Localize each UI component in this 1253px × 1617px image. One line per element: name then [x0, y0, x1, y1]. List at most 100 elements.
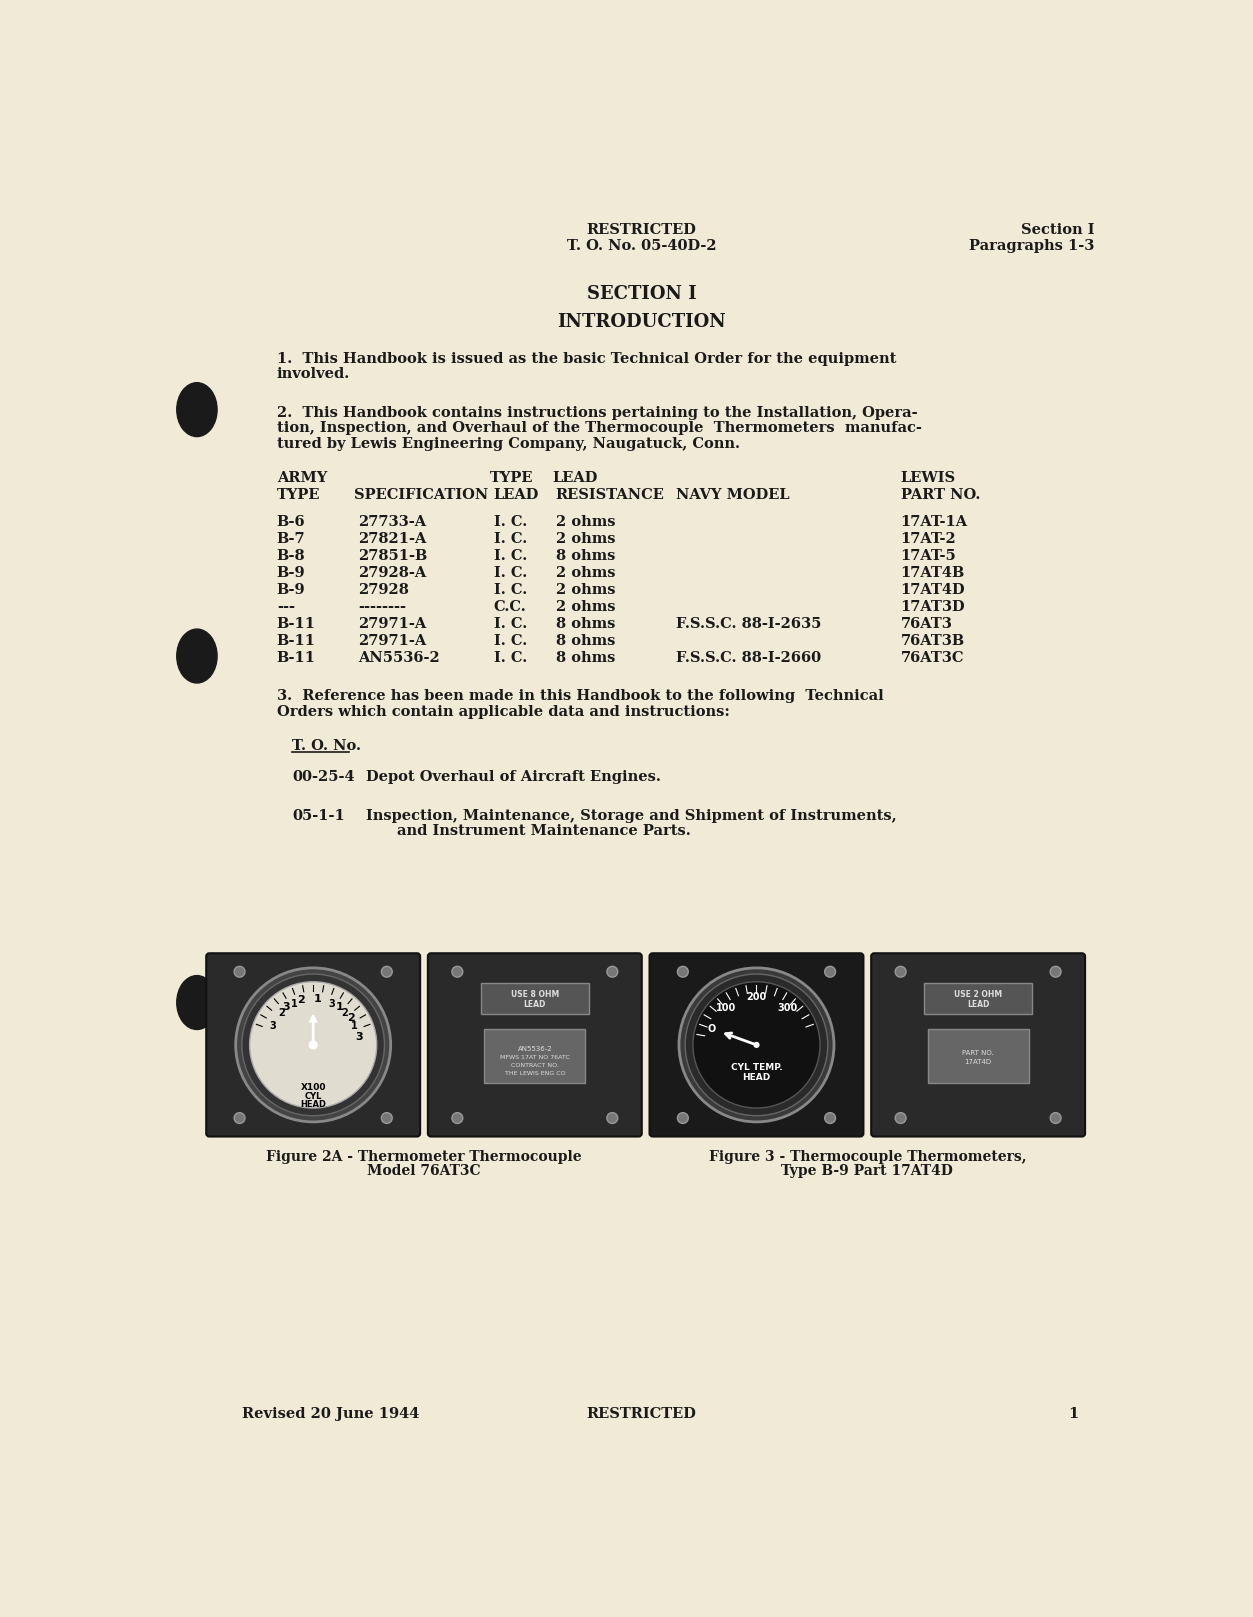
FancyBboxPatch shape — [871, 954, 1085, 1137]
Text: 00-25-4: 00-25-4 — [292, 770, 355, 784]
Text: C.C.: C.C. — [494, 600, 526, 614]
Text: 300: 300 — [777, 1003, 797, 1014]
Circle shape — [234, 1112, 246, 1124]
Circle shape — [1050, 967, 1061, 977]
Text: B-8: B-8 — [277, 550, 306, 563]
Text: Depot Overhaul of Aircraft Engines.: Depot Overhaul of Aircraft Engines. — [366, 770, 660, 784]
Text: 27851-B: 27851-B — [358, 550, 427, 563]
Text: 2: 2 — [297, 996, 304, 1006]
Text: B-11: B-11 — [277, 650, 316, 665]
Ellipse shape — [177, 629, 217, 682]
Text: 27971-A: 27971-A — [358, 634, 426, 648]
Text: 8 ohms: 8 ohms — [556, 550, 615, 563]
Text: 27928-A: 27928-A — [358, 566, 426, 581]
Text: X100: X100 — [301, 1083, 326, 1091]
Text: 17AT-5: 17AT-5 — [901, 550, 956, 563]
Text: and Instrument Maintenance Parts.: and Instrument Maintenance Parts. — [397, 825, 690, 838]
Text: RESISTANCE: RESISTANCE — [556, 488, 664, 503]
Text: F.S.S.C. 88-I-2635: F.S.S.C. 88-I-2635 — [675, 616, 821, 631]
Text: RESTRICTED: RESTRICTED — [586, 1407, 697, 1421]
Circle shape — [236, 969, 391, 1122]
Text: Orders which contain applicable data and instructions:: Orders which contain applicable data and… — [277, 705, 729, 718]
Text: I. C.: I. C. — [494, 550, 528, 563]
Text: HEAD: HEAD — [742, 1072, 771, 1082]
FancyBboxPatch shape — [427, 954, 642, 1137]
Ellipse shape — [177, 975, 217, 1030]
Text: CYL: CYL — [304, 1091, 322, 1101]
Text: T. O. No. 05-40D-2: T. O. No. 05-40D-2 — [566, 239, 717, 252]
FancyBboxPatch shape — [207, 954, 420, 1137]
Circle shape — [234, 967, 246, 977]
Text: ARMY: ARMY — [277, 471, 327, 485]
Circle shape — [753, 1041, 759, 1048]
Text: I. C.: I. C. — [494, 516, 528, 529]
Text: F.S.S.C. 88-I-2660: F.S.S.C. 88-I-2660 — [675, 650, 821, 665]
Text: CONTRACT NO.: CONTRACT NO. — [511, 1064, 559, 1069]
Text: MFWS 17AT NO 76ATC: MFWS 17AT NO 76ATC — [500, 1056, 570, 1061]
Circle shape — [452, 967, 462, 977]
Text: Type B-9 Part 17AT4D: Type B-9 Part 17AT4D — [782, 1164, 954, 1179]
Text: B-6: B-6 — [277, 516, 306, 529]
Text: 27821-A: 27821-A — [358, 532, 426, 547]
Text: Figure 2A - Thermometer Thermocouple: Figure 2A - Thermometer Thermocouple — [266, 1150, 581, 1164]
Text: 17AT4D: 17AT4D — [901, 582, 965, 597]
Text: 3.  Reference has been made in this Handbook to the following  Technical: 3. Reference has been made in this Handb… — [277, 689, 883, 703]
Circle shape — [1050, 1112, 1061, 1124]
Text: 2.  This Handbook contains instructions pertaining to the Installation, Opera-: 2. This Handbook contains instructions p… — [277, 406, 917, 420]
Text: T. O. No.: T. O. No. — [292, 739, 361, 754]
Text: 1: 1 — [351, 1020, 357, 1032]
Circle shape — [678, 1112, 688, 1124]
Text: 27971-A: 27971-A — [358, 616, 426, 631]
Text: 3: 3 — [328, 999, 336, 1009]
Text: 1: 1 — [313, 994, 321, 1004]
Text: 2 ohms: 2 ohms — [556, 582, 615, 597]
Text: ---: --- — [277, 600, 294, 614]
Text: 27733-A: 27733-A — [358, 516, 426, 529]
Text: 1: 1 — [336, 1003, 343, 1012]
Circle shape — [895, 1112, 906, 1124]
Circle shape — [824, 1112, 836, 1124]
Text: PART NO.: PART NO. — [962, 1049, 994, 1056]
Bar — [485, 1030, 585, 1083]
Text: TYPE: TYPE — [277, 488, 321, 503]
Text: 3: 3 — [355, 1032, 363, 1041]
Text: 17AT-2: 17AT-2 — [901, 532, 956, 547]
Text: LEAD: LEAD — [494, 488, 539, 503]
Text: USE 2 OHM: USE 2 OHM — [954, 990, 1002, 999]
Text: 2: 2 — [278, 1009, 284, 1019]
Text: 17AT-1A: 17AT-1A — [901, 516, 967, 529]
Circle shape — [381, 1112, 392, 1124]
Text: SPECIFICATION: SPECIFICATION — [355, 488, 489, 503]
Text: I. C.: I. C. — [494, 566, 528, 581]
Text: LEAD: LEAD — [524, 999, 546, 1009]
Text: I. C.: I. C. — [494, 616, 528, 631]
Text: PART NO.: PART NO. — [901, 488, 980, 503]
Text: Section I: Section I — [1021, 223, 1094, 238]
Text: --------: -------- — [358, 600, 406, 614]
Text: TYPE: TYPE — [490, 471, 534, 485]
Circle shape — [678, 967, 688, 977]
Circle shape — [606, 967, 618, 977]
Circle shape — [824, 967, 836, 977]
Text: Figure 3 - Thermocouple Thermometers,: Figure 3 - Thermocouple Thermometers, — [708, 1150, 1026, 1164]
Circle shape — [685, 973, 828, 1116]
Text: 1: 1 — [1069, 1407, 1079, 1421]
Text: 8 ohms: 8 ohms — [556, 616, 615, 631]
Text: 1: 1 — [291, 999, 297, 1009]
Text: B-9: B-9 — [277, 582, 306, 597]
Circle shape — [381, 967, 392, 977]
Circle shape — [309, 1041, 317, 1049]
Text: Revised 20 June 1944: Revised 20 June 1944 — [242, 1407, 420, 1421]
Text: 8 ohms: 8 ohms — [556, 650, 615, 665]
Text: SECTION I: SECTION I — [586, 285, 697, 302]
Text: tured by Lewis Engineering Company, Naugatuck, Conn.: tured by Lewis Engineering Company, Naug… — [277, 437, 739, 451]
Text: 100: 100 — [715, 1003, 736, 1014]
Text: I. C.: I. C. — [494, 634, 528, 648]
Circle shape — [606, 1112, 618, 1124]
Text: 76AT3B: 76AT3B — [901, 634, 965, 648]
Text: CYL TEMP.: CYL TEMP. — [730, 1064, 782, 1072]
Text: 8 ohms: 8 ohms — [556, 634, 615, 648]
Text: Inspection, Maintenance, Storage and Shipment of Instruments,: Inspection, Maintenance, Storage and Shi… — [366, 808, 896, 823]
Bar — [923, 983, 1032, 1014]
Circle shape — [679, 969, 834, 1122]
